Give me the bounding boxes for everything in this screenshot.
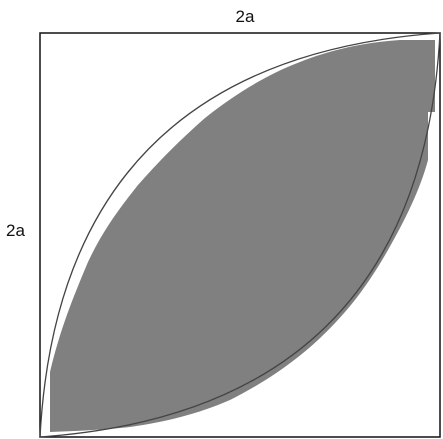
upper-arc [39,32,441,438]
square-outline [39,32,441,438]
top-side-label: 2a [235,7,255,26]
lower-arc [39,32,441,438]
left-side-label: 2a [6,221,25,240]
shaded-lens-region [50,40,435,432]
